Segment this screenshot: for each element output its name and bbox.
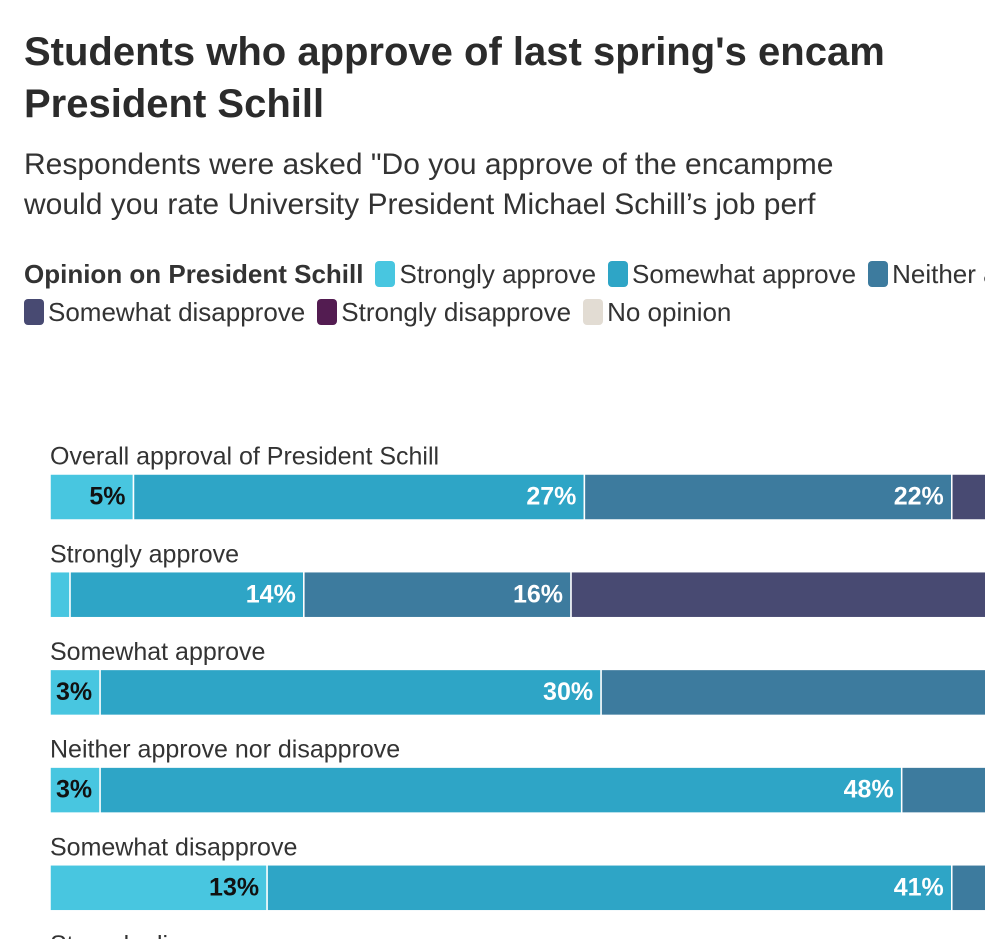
legend-label: Strongly approve <box>399 259 597 289</box>
legend-item: Strongly disapprove <box>317 293 571 331</box>
bar-segment <box>951 864 985 912</box>
bar-segment <box>49 570 71 619</box>
bar-segment <box>951 473 985 521</box>
legend-item: Somewhat disapprove <box>24 293 305 331</box>
legend-item: Somewhat approve <box>608 255 856 293</box>
legend-swatch <box>583 299 604 325</box>
bar-segment <box>49 473 135 521</box>
bar-segment <box>49 766 101 814</box>
legend-swatch <box>868 261 889 287</box>
row-label: Somewhat disapprove <box>50 833 297 861</box>
legend-label: Somewhat approve <box>632 259 857 289</box>
subtitle: Respondents were asked "Do you approve o… <box>24 145 833 225</box>
value-label: 13% <box>209 873 259 901</box>
bar-segment <box>266 864 953 912</box>
row-label: Overall approval of President Schill <box>50 443 439 471</box>
bar-segment <box>900 766 985 814</box>
row-label: Somewhat approve <box>50 638 265 666</box>
legend-row: Opinion on President Schill Strongly appr… <box>24 255 985 293</box>
value-label: 48% <box>844 776 894 804</box>
legend-label: No opinion <box>607 297 732 327</box>
legend-item: No opinion <box>583 293 731 331</box>
legend-label: Strongly disapprove <box>341 297 572 327</box>
legend-item: Strongly approve <box>375 255 596 293</box>
value-label: 3% <box>56 776 92 804</box>
legend-item: Neither approve nor disapprove <box>868 255 985 293</box>
legend-swatch <box>24 299 44 325</box>
row-label: Neither approve nor disapprove <box>50 736 400 764</box>
title: Students who approve of last spring's en… <box>24 26 885 130</box>
value-label: 16% <box>513 580 563 608</box>
bar-segment <box>600 668 985 717</box>
bar-segment <box>49 668 101 717</box>
row-label: Strongly approve <box>50 540 239 568</box>
legend: Opinion on President Schill Strongly appr… <box>24 255 985 331</box>
value-label: 14% <box>246 580 296 608</box>
bar-segment <box>49 864 268 912</box>
value-label: 41% <box>894 873 944 901</box>
value-label: 27% <box>526 483 576 511</box>
bar-segment <box>69 570 305 619</box>
legend-label: Neither approve nor disapprove <box>892 259 985 289</box>
title-line: President Schill <box>24 82 325 126</box>
chart: Overall approval of President Schill 5% 27… <box>49 443 985 939</box>
bar-segment <box>583 473 953 521</box>
subtitle-line: Respondents were asked "Do you approve o… <box>24 148 834 181</box>
row-label: Strongly disapprove <box>50 931 271 939</box>
legend-swatch <box>375 261 396 287</box>
value-label: 22% <box>894 483 944 511</box>
value-label: 3% <box>56 678 92 706</box>
legend-swatch <box>317 299 338 325</box>
value-label: 5% <box>89 483 125 511</box>
bar-segment <box>132 473 586 521</box>
legend-label: Somewhat disapprove <box>48 297 306 327</box>
bar-segment <box>99 668 602 717</box>
bar-segment <box>570 570 985 619</box>
legend-title: Opinion on President Schill <box>24 259 364 289</box>
legend-swatch <box>608 261 629 287</box>
subtitle-line: would you rate University President Mich… <box>24 188 816 221</box>
legend-row: Somewhat disapprove Strongly disapprove No… <box>24 293 985 331</box>
value-label: 30% <box>543 678 593 706</box>
bar-segment <box>99 766 903 814</box>
title-line: Students who approve of last spring's en… <box>24 30 885 74</box>
